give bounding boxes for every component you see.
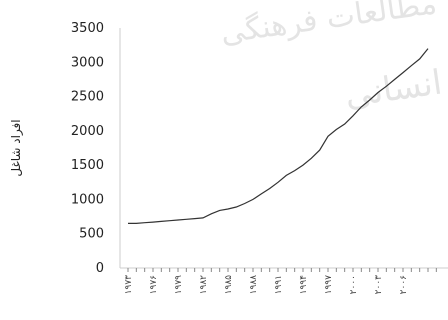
x-tick-label: ۱۹۸۲ xyxy=(199,275,209,295)
x-tick-label: ۱۹۹۴ xyxy=(299,275,309,295)
y-tick-label: 0 xyxy=(96,261,104,276)
y-tick-label: 1000 xyxy=(71,192,104,207)
x-tick-label: ۱۹۷۳ xyxy=(124,275,134,295)
y-tick-label: 3500 xyxy=(71,21,104,36)
x-tick-label: ۲۰۰۰ xyxy=(349,275,359,294)
x-tick-label: ۱۹۸۸ xyxy=(249,275,259,295)
y-axis-title: افراد شاغل xyxy=(9,119,24,176)
series-line xyxy=(128,48,429,224)
x-tick-label: ۲۰۰۶ xyxy=(399,275,409,295)
y-tick-label: 1500 xyxy=(71,158,104,173)
watermark-text-1: مطالعات فرهنگی xyxy=(218,0,438,51)
x-tick-label: ۱۹۸۵ xyxy=(224,275,234,295)
x-tick-label: ۱۹۷۹ xyxy=(174,275,184,295)
y-tick-label: 2500 xyxy=(71,90,104,105)
x-tick-label: ۱۹۷۶ xyxy=(149,275,159,295)
x-tick-label: ۱۹۹۷ xyxy=(324,275,334,295)
x-tick-label: ۲۰۰۳ xyxy=(374,275,384,295)
y-tick-label: 2000 xyxy=(71,124,104,139)
x-tick-label: ۱۹۹۱ xyxy=(274,275,284,294)
y-tick-label: 3000 xyxy=(71,55,104,70)
watermark-text-2: انسانی xyxy=(342,63,444,116)
y-tick-labels: 0 500 1000 1500 2000 2500 3000 3500 xyxy=(71,21,104,276)
x-minor-ticks xyxy=(127,268,437,272)
watermark: مطالعات فرهنگی انسانی xyxy=(218,0,444,116)
x-tick-labels: ۱۹۷۳ ۱۹۷۶ ۱۹۷۹ ۱۹۸۲ ۱۹۸۵ ۱۹۸۸ ۱۹۹۱ ۱۹۹۴ ۱۹۹۷ ۲۰۰۰… xyxy=(124,275,409,295)
y-tick-label: 500 xyxy=(79,227,104,242)
